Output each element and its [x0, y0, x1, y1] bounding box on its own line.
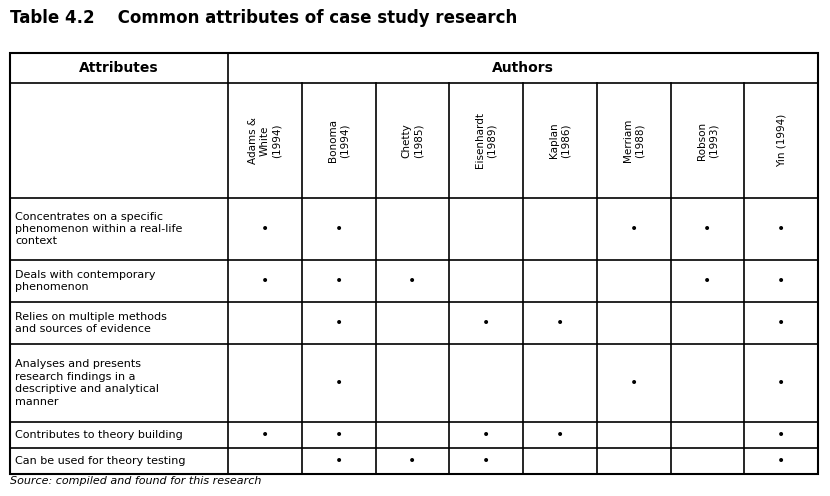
Text: •: •: [334, 428, 343, 442]
Text: •: •: [777, 428, 785, 442]
Text: •: •: [556, 428, 564, 442]
Text: Contributes to theory building: Contributes to theory building: [15, 430, 183, 440]
Text: •: •: [777, 376, 785, 390]
Text: •: •: [629, 376, 637, 390]
Text: Concentrates on a specific
phenomenon within a real-life
context: Concentrates on a specific phenomenon wi…: [15, 212, 183, 247]
Text: Table 4.2    Common attributes of case study research: Table 4.2 Common attributes of case stud…: [10, 9, 517, 27]
Text: Kaplan
(1986): Kaplan (1986): [549, 123, 571, 158]
Text: •: •: [334, 454, 343, 468]
Text: Adams &
White
(1994): Adams & White (1994): [248, 117, 281, 164]
Text: Attributes: Attributes: [79, 61, 159, 75]
Text: •: •: [261, 274, 269, 288]
Text: •: •: [777, 274, 785, 288]
Text: •: •: [482, 454, 491, 468]
Text: Authors: Authors: [492, 61, 554, 75]
Text: •: •: [408, 454, 417, 468]
Text: •: •: [703, 222, 711, 236]
Text: Source: compiled and found for this research: Source: compiled and found for this rese…: [10, 476, 261, 486]
Text: •: •: [261, 222, 269, 236]
Text: Robson
(1993): Robson (1993): [696, 122, 718, 160]
Text: •: •: [408, 274, 417, 288]
Text: Can be used for theory testing: Can be used for theory testing: [15, 456, 185, 466]
Text: Merriam
(1988): Merriam (1988): [622, 119, 644, 162]
Text: Relies on multiple methods
and sources of evidence: Relies on multiple methods and sources o…: [15, 312, 167, 334]
Text: •: •: [334, 316, 343, 330]
Text: •: •: [261, 428, 269, 442]
Text: Deals with contemporary
phenomenon: Deals with contemporary phenomenon: [15, 270, 155, 292]
Text: •: •: [777, 316, 785, 330]
Text: Yin (1994): Yin (1994): [776, 114, 786, 167]
Text: •: •: [777, 454, 785, 468]
Text: Analyses and presents
research findings in a
descriptive and analytical
manner: Analyses and presents research findings …: [15, 360, 159, 407]
Text: Chetty
(1985): Chetty (1985): [402, 123, 423, 158]
Text: Eisenhardt
(1989): Eisenhardt (1989): [476, 113, 497, 169]
Text: •: •: [556, 316, 564, 330]
Text: Bonoma
(1994): Bonoma (1994): [328, 119, 349, 162]
Text: •: •: [482, 316, 491, 330]
Text: •: •: [334, 222, 343, 236]
Text: •: •: [334, 376, 343, 390]
Bar: [10, 53, 818, 474]
Text: •: •: [482, 428, 491, 442]
Text: •: •: [629, 222, 637, 236]
Text: •: •: [777, 222, 785, 236]
Text: •: •: [703, 274, 711, 288]
Text: •: •: [334, 274, 343, 288]
